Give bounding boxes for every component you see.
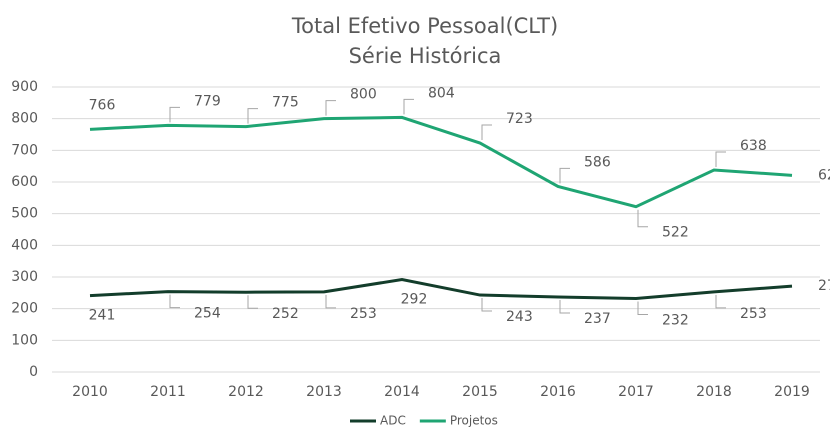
- data-label: 253: [350, 306, 377, 322]
- chart-title: Total Efetivo Pessoal(CLT): [291, 14, 558, 38]
- x-tick-label: 2019: [774, 384, 810, 400]
- leader-line: [481, 124, 492, 141]
- data-label: 232: [662, 313, 689, 329]
- data-label: 638: [740, 138, 767, 154]
- y-tick-label: 200: [11, 301, 38, 317]
- data-label: 804: [428, 85, 455, 101]
- leader-line: [247, 108, 258, 124]
- leader-line: [637, 301, 648, 316]
- leader-line: [637, 209, 648, 228]
- data-label: 779: [194, 93, 221, 109]
- leader-line: [481, 298, 492, 312]
- legend-label: ADC: [380, 414, 406, 428]
- leader-line: [559, 299, 570, 314]
- x-tick-label: 2013: [306, 384, 342, 400]
- x-tick-label: 2016: [540, 384, 576, 400]
- data-label: 522: [662, 225, 689, 241]
- leader-line: [247, 295, 258, 309]
- x-tick-label: 2014: [384, 384, 420, 400]
- x-tick-label: 2015: [462, 384, 498, 400]
- chart-subtitle: Série Histórica: [349, 44, 502, 68]
- y-tick-label: 100: [11, 332, 38, 348]
- leader-line: [325, 100, 336, 116]
- y-tick-label: 0: [29, 364, 38, 380]
- y-tick-label: 400: [11, 237, 38, 253]
- x-tick-label: 2010: [72, 384, 108, 400]
- data-label: 254: [194, 306, 221, 322]
- leader-line: [715, 151, 726, 167]
- y-tick-label: 600: [11, 174, 38, 190]
- data-label: 237: [584, 311, 611, 327]
- data-label: 621: [818, 167, 830, 183]
- legend-label: Projetos: [450, 414, 498, 428]
- x-tick-label: 2011: [150, 384, 186, 400]
- data-label: 723: [506, 111, 533, 127]
- data-label: 800: [350, 87, 377, 103]
- data-label: 271: [818, 278, 830, 294]
- x-tick-label: 2017: [618, 384, 654, 400]
- series-line: [89, 115, 793, 209]
- data-label: 766: [89, 97, 116, 113]
- data-label: 252: [272, 306, 299, 322]
- data-label: 241: [89, 308, 116, 324]
- leader-line: [559, 167, 570, 184]
- y-tick-label: 300: [11, 269, 38, 285]
- series-line: [89, 278, 793, 301]
- leader-line: [715, 294, 726, 309]
- y-tick-label: 700: [11, 142, 38, 158]
- data-label: 586: [584, 154, 611, 170]
- data-label: 292: [401, 292, 428, 308]
- leader-line: [325, 294, 336, 309]
- y-tick-label: 900: [11, 79, 38, 95]
- y-tick-label: 500: [11, 206, 38, 222]
- data-label: 775: [272, 95, 299, 111]
- leader-line: [169, 106, 180, 123]
- x-tick-label: 2012: [228, 384, 264, 400]
- y-tick-label: 800: [11, 111, 38, 127]
- data-label: 253: [740, 306, 767, 322]
- data-label: 243: [506, 309, 533, 325]
- leader-line: [403, 98, 414, 115]
- leader-line: [169, 294, 180, 309]
- x-tick-label: 2018: [696, 384, 732, 400]
